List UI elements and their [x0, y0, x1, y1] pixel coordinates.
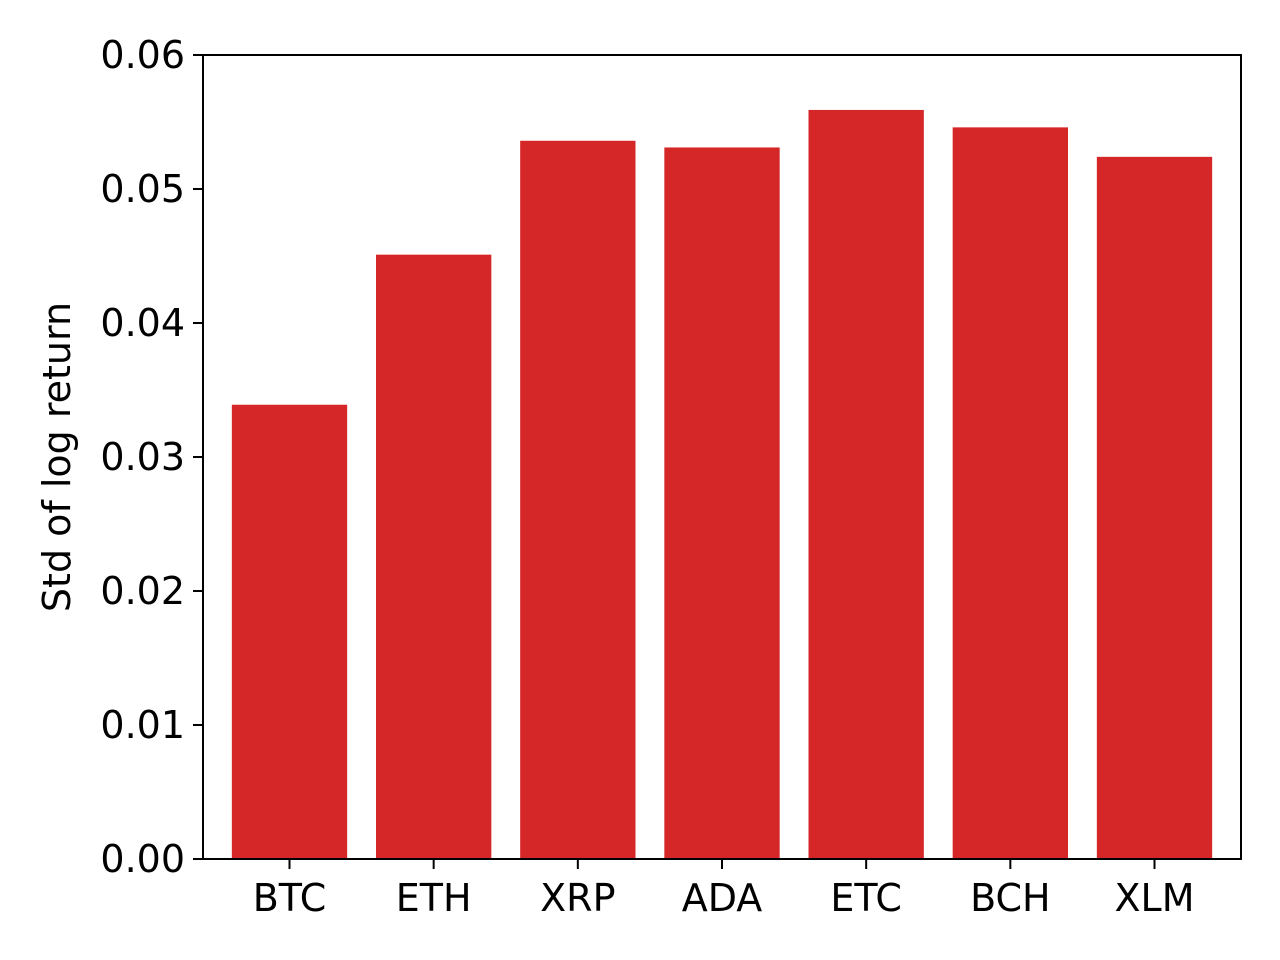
bar-etc — [808, 109, 924, 859]
bar-eth — [376, 254, 492, 859]
x-tick-label: ADA — [682, 876, 763, 920]
bar-xlm — [1096, 156, 1213, 860]
bar-bch — [952, 127, 1068, 860]
y-axis-label: Std of log return — [35, 302, 79, 612]
bar-xrp — [520, 140, 636, 859]
plot-frame — [202, 54, 1242, 860]
x-tick-label: ETC — [830, 876, 902, 920]
x-axis: BTC ETH XRP ADA ETC BCH XLM — [253, 859, 1195, 920]
x-tick-label: BTC — [253, 876, 327, 920]
y-tick-label: 0.00 — [100, 837, 185, 881]
y-tick-label: 0.05 — [100, 167, 185, 211]
y-tick-label: 0.03 — [100, 435, 185, 479]
y-axis: 0.00 0.01 0.02 0.03 0.04 0.05 0.06 — [100, 33, 203, 881]
y-tick-label: 0.06 — [100, 33, 185, 77]
y-tick-label: 0.01 — [100, 703, 185, 747]
bar-btc — [231, 404, 348, 859]
x-tick-label: ETH — [396, 876, 472, 920]
y-tick-label: 0.02 — [100, 569, 185, 613]
bars-layer — [231, 109, 1213, 860]
x-tick-label: XRP — [540, 876, 615, 920]
x-tick-label: BCH — [970, 876, 1051, 920]
y-tick-label: 0.04 — [100, 301, 185, 345]
x-tick-label: XLM — [1115, 876, 1195, 920]
bar-ada — [664, 147, 780, 859]
